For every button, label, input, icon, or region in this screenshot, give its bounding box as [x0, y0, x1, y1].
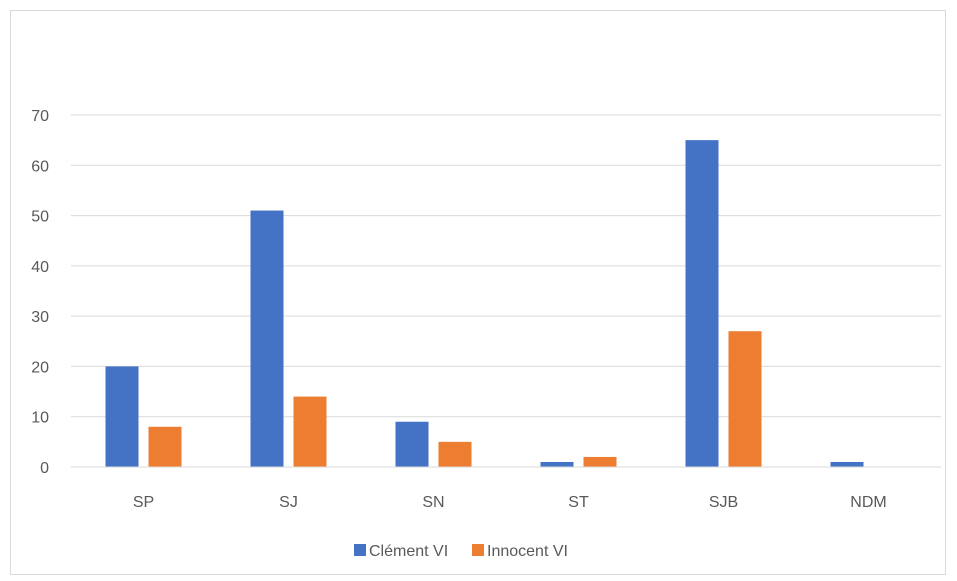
y-tick-label: 20 — [31, 359, 49, 376]
y-tick-label: 40 — [31, 259, 49, 276]
x-tick-label: SJB — [709, 494, 738, 511]
y-axis-ticks: 0 10 20 30 40 50 60 70 — [31, 108, 49, 477]
y-tick-label: 60 — [31, 158, 49, 175]
legend: Clément VI Innocent VI — [354, 543, 568, 560]
legend-swatch — [472, 544, 484, 556]
bar-clement-vi-sjb — [686, 140, 719, 467]
bar-innocent-vi-sjb — [729, 331, 762, 467]
x-tick-label: NDM — [850, 494, 886, 511]
x-tick-label: ST — [568, 494, 589, 511]
bar-innocent-vi-sp — [149, 427, 182, 467]
gridlines — [71, 115, 941, 417]
bar-clement-vi-st — [541, 462, 574, 467]
legend-label: Clément VI — [369, 543, 448, 560]
x-tick-label: SJ — [279, 494, 298, 511]
bars — [106, 140, 864, 467]
y-tick-label: 10 — [31, 410, 49, 427]
bar-innocent-vi-st — [584, 457, 617, 467]
legend-swatch — [354, 544, 366, 556]
bar-chart: 0 10 20 30 40 50 60 70 SP SJ SN ST SJB NDM Clément V… — [11, 11, 947, 576]
x-tick-label: SN — [422, 494, 444, 511]
x-tick-label: SP — [133, 494, 154, 511]
bar-innocent-vi-sn — [439, 442, 472, 467]
x-axis-ticks: SP SJ SN ST SJB NDM — [133, 494, 887, 511]
bar-clement-vi-sj — [251, 211, 284, 467]
legend-label: Innocent VI — [487, 543, 568, 560]
y-tick-label: 70 — [31, 108, 49, 125]
bar-innocent-vi-sj — [294, 397, 327, 467]
y-tick-label: 0 — [40, 460, 49, 477]
bar-clement-vi-sn — [396, 422, 429, 467]
y-tick-label: 30 — [31, 309, 49, 326]
bar-clement-vi-ndm — [831, 462, 864, 467]
y-tick-label: 50 — [31, 209, 49, 226]
chart-frame: 0 10 20 30 40 50 60 70 SP SJ SN ST SJB NDM Clément V… — [10, 10, 946, 575]
bar-clement-vi-sp — [106, 366, 139, 467]
